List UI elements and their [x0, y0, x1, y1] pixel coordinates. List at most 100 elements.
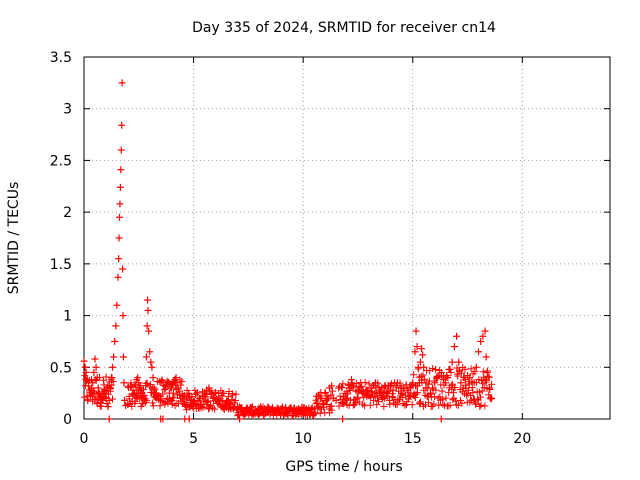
data-point: [88, 384, 96, 392]
data-point: [347, 376, 355, 384]
data-point: [421, 375, 429, 383]
data-point: [371, 379, 379, 387]
y-tick-label: 3: [63, 102, 72, 118]
data-point: [231, 396, 239, 404]
data-point: [323, 396, 331, 404]
plot-frame: [83, 56, 611, 420]
data-point: [456, 367, 464, 375]
data-point: [450, 343, 458, 351]
data-point: [83, 392, 91, 400]
data-point: [358, 389, 366, 397]
data-point: [385, 382, 393, 390]
data-point: [482, 378, 490, 386]
data-point: [365, 380, 373, 388]
data-point: [304, 407, 312, 415]
data-point: [466, 398, 474, 406]
data-point: [439, 400, 447, 408]
data-point: [410, 392, 418, 400]
data-point: [363, 392, 371, 400]
data-point: [437, 415, 445, 423]
data-point: [345, 384, 353, 392]
data-point: [471, 368, 479, 376]
data-point: [461, 365, 469, 373]
data-point: [380, 403, 388, 411]
data-point: [316, 409, 324, 417]
data-point: [159, 415, 167, 423]
data-point: [185, 389, 193, 397]
grid: [84, 57, 610, 419]
data-point: [457, 379, 465, 387]
data-point: [83, 376, 91, 384]
data-point: [205, 384, 213, 392]
data-point: [273, 406, 281, 414]
y-tick-label: 0.5: [50, 360, 72, 376]
data-point: [249, 403, 257, 411]
data-point: [407, 384, 415, 392]
data-point: [299, 409, 307, 417]
data-point: [84, 395, 92, 403]
data-point: [113, 301, 121, 309]
data-point: [446, 401, 454, 409]
data-point: [449, 396, 457, 404]
data-point: [115, 234, 123, 242]
data-point: [434, 373, 442, 381]
data-point: [141, 398, 149, 406]
data-point: [90, 368, 98, 376]
data-point: [418, 345, 426, 353]
data-point: [119, 312, 127, 320]
data-point: [173, 379, 181, 387]
data-point: [247, 407, 255, 415]
data-point: [168, 384, 176, 392]
x-tick-label: 5: [189, 431, 198, 447]
data-point: [415, 379, 423, 387]
data-point: [176, 394, 184, 402]
data-point: [207, 389, 215, 397]
data-point: [152, 389, 160, 397]
data-point: [344, 390, 352, 398]
data-point: [469, 389, 477, 397]
data-point: [110, 353, 118, 361]
data-point: [233, 403, 241, 411]
data-point: [366, 401, 374, 409]
data-point: [408, 401, 416, 409]
data-point: [476, 393, 484, 401]
y-axis-label: SRMTID / TECUs: [6, 182, 22, 295]
data-point: [448, 358, 456, 366]
data-point: [355, 398, 363, 406]
data-point: [236, 415, 244, 423]
data-point: [174, 384, 182, 392]
data-point: [485, 391, 493, 399]
data-point: [380, 384, 388, 392]
data-point: [308, 405, 316, 413]
data-point: [290, 406, 298, 414]
data-point: [413, 343, 421, 351]
data-point: [146, 348, 154, 356]
x-tick-label: 20: [513, 431, 531, 447]
data-point: [220, 389, 228, 397]
data-point: [416, 398, 424, 406]
data-point: [135, 379, 143, 387]
data-point: [485, 384, 493, 392]
data-point: [468, 384, 476, 392]
data-point: [120, 379, 128, 387]
data-point: [326, 403, 334, 411]
data-point: [452, 397, 460, 405]
data-point: [264, 408, 272, 416]
data-point: [229, 391, 237, 399]
data-point: [359, 400, 367, 408]
data-point: [105, 396, 113, 404]
data-point: [255, 410, 263, 418]
data-point: [145, 327, 153, 335]
data-point: [481, 327, 489, 335]
data-point: [428, 393, 436, 401]
data-point: [426, 389, 434, 397]
data-point: [483, 368, 491, 376]
data-point: [268, 407, 276, 415]
data-point: [393, 379, 401, 387]
data-point: [81, 363, 89, 371]
data-point: [416, 358, 424, 366]
data-point: [97, 402, 105, 410]
data-point: [467, 365, 475, 373]
data-point: [350, 401, 358, 409]
data-point: [419, 351, 427, 359]
